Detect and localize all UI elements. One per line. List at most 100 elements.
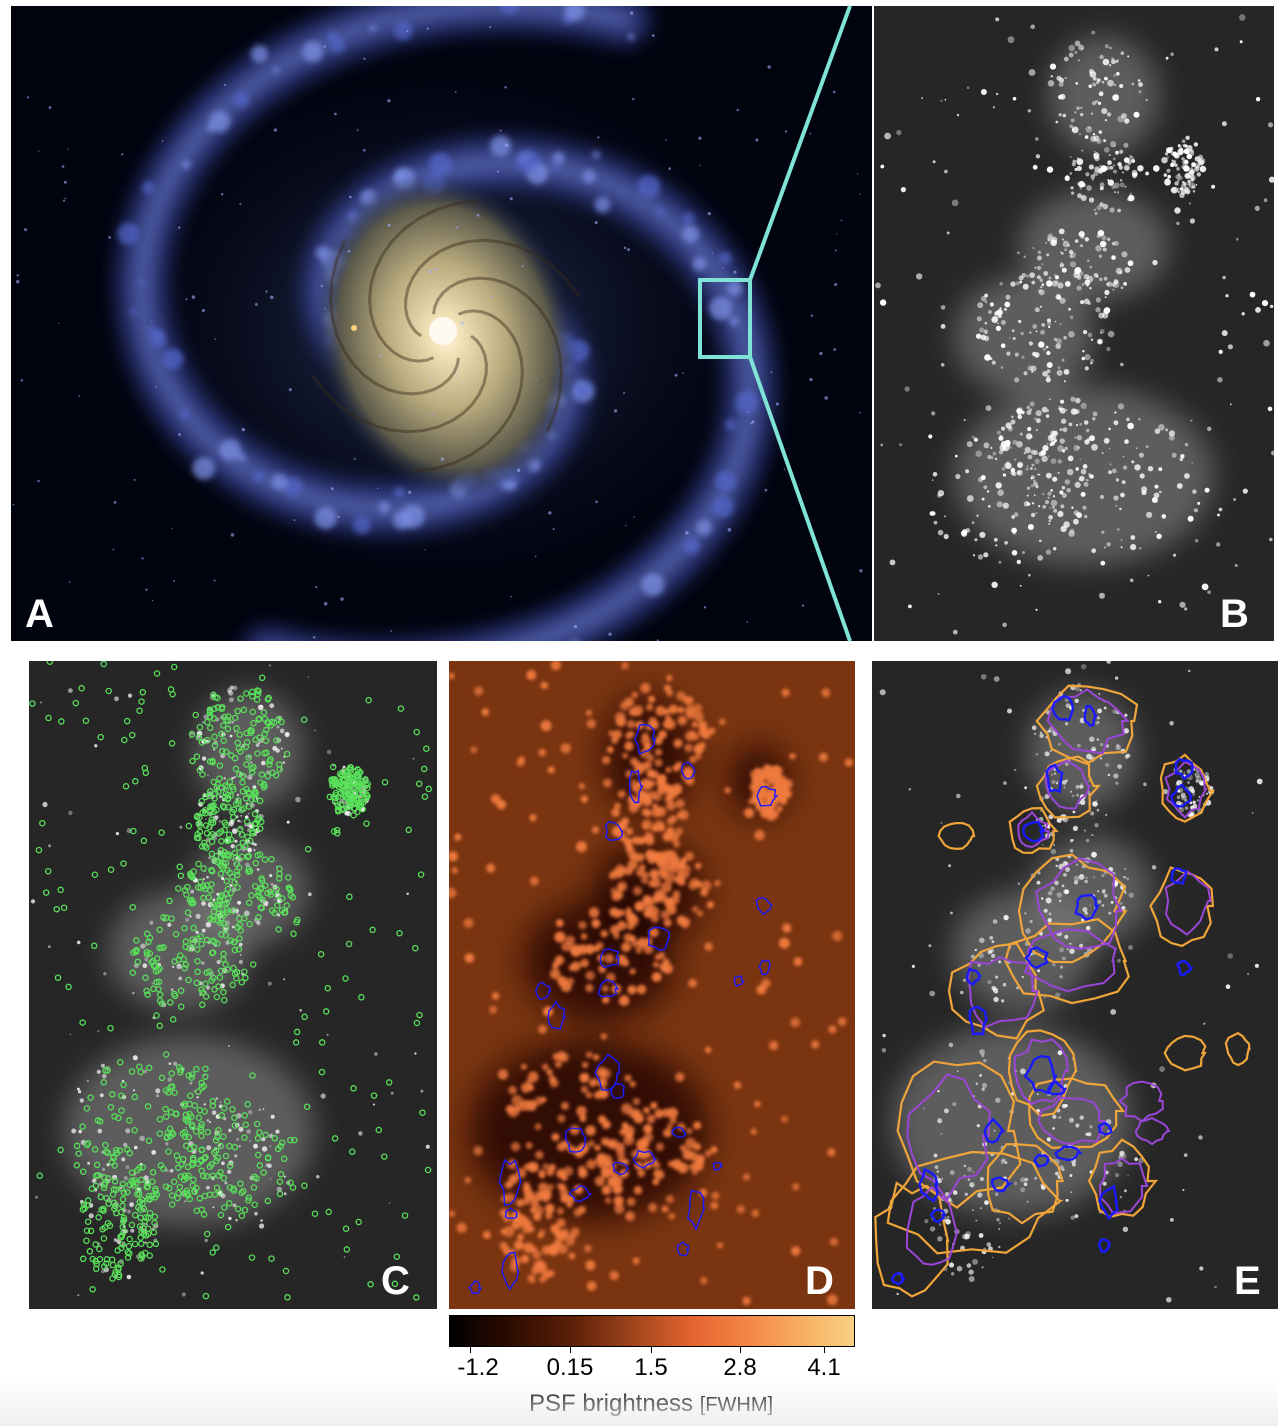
point-source xyxy=(943,533,949,540)
point-source xyxy=(1127,197,1132,202)
point-source xyxy=(1116,743,1120,747)
psf-source-blob xyxy=(590,1078,598,1086)
point-source xyxy=(983,485,988,490)
point-source xyxy=(1096,138,1102,144)
point-source xyxy=(1075,863,1079,866)
background-star xyxy=(836,233,838,235)
point-source xyxy=(1076,793,1079,797)
psf-source-blob xyxy=(666,674,673,682)
point-source xyxy=(208,856,211,859)
point-source xyxy=(1091,548,1096,553)
middle-contour xyxy=(1037,1096,1107,1146)
psf-contour xyxy=(568,1184,593,1203)
point-source xyxy=(248,1110,253,1115)
inner-contour xyxy=(990,1176,1014,1193)
detected-source-marker xyxy=(137,1255,145,1262)
star-forming-knot xyxy=(490,135,512,157)
point-source xyxy=(1002,473,1006,477)
point-source xyxy=(125,1165,130,1170)
psf-source-blob xyxy=(769,1040,779,1051)
point-source xyxy=(1097,721,1100,724)
point-source xyxy=(1117,764,1122,769)
detected-source-marker xyxy=(139,689,147,696)
point-source xyxy=(1165,56,1169,60)
point-source xyxy=(1008,445,1012,449)
point-source xyxy=(1064,175,1070,181)
psf-source-blob xyxy=(621,942,632,953)
psf-source-blob xyxy=(650,720,660,730)
background-star xyxy=(770,371,773,374)
point-source xyxy=(937,592,940,595)
point-source xyxy=(1046,253,1050,257)
point-source xyxy=(957,1070,959,1072)
point-source xyxy=(1034,307,1040,313)
point-source xyxy=(1061,884,1065,888)
point-source xyxy=(1054,275,1060,280)
point-source xyxy=(213,1155,215,1158)
detected-source-marker xyxy=(53,905,60,913)
point-source xyxy=(1053,508,1058,513)
detected-source-marker xyxy=(237,826,244,833)
point-source xyxy=(932,160,936,164)
detected-source-marker xyxy=(129,969,137,976)
psf-source-blob xyxy=(565,935,576,946)
detected-source-marker xyxy=(250,1184,258,1191)
detected-source-marker xyxy=(231,754,239,762)
psf-source-blob xyxy=(651,871,658,878)
point-source xyxy=(1124,713,1128,717)
detected-source-marker xyxy=(256,1129,263,1136)
point-source xyxy=(1013,512,1019,518)
background-star xyxy=(665,139,668,141)
detected-source-marker xyxy=(367,1281,374,1288)
psf-source-blob xyxy=(645,907,653,915)
star-forming-knot xyxy=(137,279,145,287)
psf-source-blob xyxy=(613,1195,624,1206)
detected-source-marker xyxy=(155,978,163,986)
point-source xyxy=(1085,925,1091,931)
detected-source-marker xyxy=(188,731,196,738)
point-source xyxy=(1088,164,1094,170)
point-source xyxy=(1127,422,1134,430)
point-source xyxy=(1256,778,1263,785)
point-source xyxy=(269,874,273,878)
psf-source-blob xyxy=(508,1085,517,1095)
psf-source-blob xyxy=(628,915,639,927)
point-source xyxy=(974,948,977,951)
point-source xyxy=(1119,167,1122,169)
point-source xyxy=(249,1140,252,1142)
point-source xyxy=(1178,152,1183,156)
detected-source-marker xyxy=(230,907,237,914)
point-source xyxy=(203,1103,206,1106)
point-source xyxy=(1113,169,1117,174)
background-star xyxy=(390,630,392,632)
psf-source-blob xyxy=(655,705,666,716)
point-source xyxy=(1041,263,1044,266)
detected-source-marker xyxy=(150,1229,158,1236)
point-source xyxy=(1235,237,1239,241)
psf-source-blob xyxy=(569,944,581,956)
point-source xyxy=(1034,1176,1038,1180)
psf-source-blob xyxy=(623,933,633,943)
point-source xyxy=(1052,495,1056,498)
detected-source-marker xyxy=(177,872,185,879)
point-source xyxy=(1073,880,1079,885)
point-source xyxy=(216,959,221,965)
detected-source-marker xyxy=(144,1183,152,1190)
point-source xyxy=(1001,320,1006,325)
point-source xyxy=(1019,470,1022,473)
detected-source-marker xyxy=(262,1131,269,1139)
point-source xyxy=(1109,46,1112,50)
detected-source-marker xyxy=(128,1221,136,1229)
detected-source-marker xyxy=(417,871,425,878)
point-source xyxy=(1060,504,1065,509)
point-source xyxy=(202,877,205,881)
point-source xyxy=(276,898,283,904)
middle-contour xyxy=(1034,857,1124,950)
detected-source-marker xyxy=(256,894,264,901)
psf-source-blob xyxy=(636,836,645,845)
background-star xyxy=(489,26,492,29)
background-star xyxy=(819,351,823,356)
detected-source-marker xyxy=(125,1242,133,1250)
point-source xyxy=(1117,115,1125,123)
psf-source-blob xyxy=(464,953,475,963)
